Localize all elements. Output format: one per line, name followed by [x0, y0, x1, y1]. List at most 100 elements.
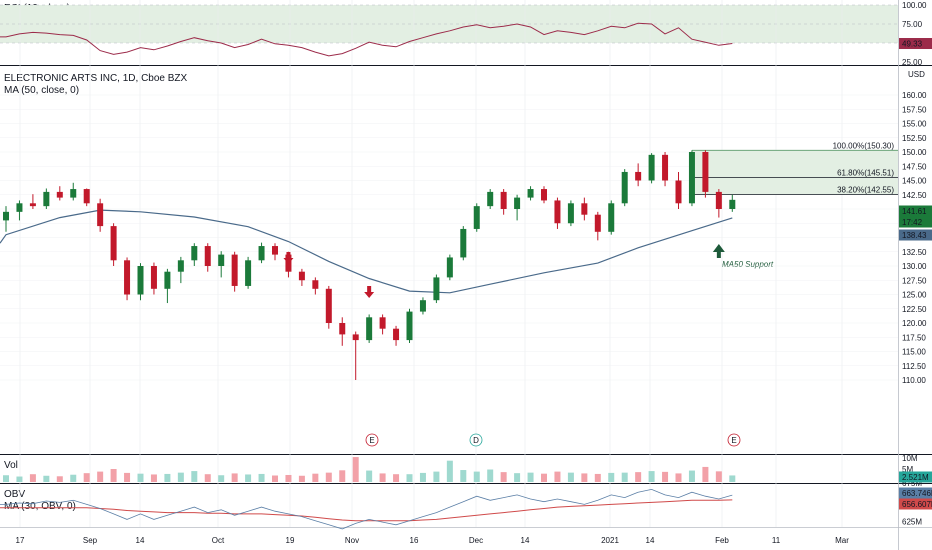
candle-body [124, 260, 131, 295]
candle-body [500, 191, 507, 209]
candle-body [110, 226, 117, 261]
candle-body [688, 152, 695, 204]
candle-body [675, 180, 682, 204]
ma-value-tag-bg [899, 229, 932, 241]
volume-bar [581, 473, 588, 482]
price-tick-label: 117.50 [902, 333, 926, 342]
obv-ma-value-tag-bg [899, 498, 932, 510]
candle-body [379, 317, 386, 329]
volume-bar [164, 473, 171, 482]
rsi-value-tag: 49.33 [902, 40, 923, 49]
rsi-line [0, 22, 733, 57]
candle-body [70, 189, 77, 198]
candle-body [702, 152, 709, 192]
price-tick-label: 132.50 [902, 248, 927, 257]
volume-bar [204, 474, 211, 482]
candle-body [621, 171, 628, 204]
price-tick-label: 122.50 [902, 305, 927, 314]
ma-value-tag: 138.43 [902, 231, 927, 240]
price-tick-label: 145.00 [902, 177, 927, 186]
volume-bar [541, 473, 547, 482]
volume-bar [56, 476, 63, 482]
candle-body [527, 189, 534, 198]
volume-bar [29, 474, 36, 482]
volume-bar [191, 471, 198, 482]
event-marker-icon [727, 433, 741, 447]
volume-bar [352, 457, 359, 482]
candle-body [406, 311, 413, 341]
candle-body [245, 260, 252, 286]
volume-tick-label: 5M [902, 465, 913, 474]
volume-bar [258, 473, 265, 482]
volume-bar [218, 475, 225, 482]
x-axis-tick-label: Feb [715, 536, 729, 545]
candle-body [83, 189, 90, 204]
price-tick-label: 127.50 [902, 276, 927, 285]
obv-value-tag-bg [899, 487, 932, 499]
fib-zone [691, 150, 898, 195]
volume-bar [16, 476, 23, 482]
obv-tick-label: 675M [902, 479, 922, 488]
volume-bar [245, 474, 252, 482]
candle-body [393, 328, 400, 341]
candle-body [298, 271, 305, 281]
obv-ma-label: MA (30, OBV, 0) [4, 501, 76, 512]
volume-bar [688, 470, 695, 482]
price-tick-label: 125.00 [902, 291, 927, 300]
volume-bar [594, 473, 601, 482]
volume-bar [3, 475, 9, 482]
price-tick-label: 110.00 [902, 376, 926, 385]
sell-signal-arrow-icon [364, 286, 375, 298]
candle-body [715, 191, 722, 209]
volume-bar [379, 473, 386, 482]
fib-level-label: 61.80%(145.51) [837, 169, 894, 178]
volume-bar [702, 466, 709, 482]
volume-bar [675, 473, 682, 482]
price-tick-label: 155.00 [902, 120, 927, 129]
candle-body [97, 203, 104, 227]
price-tick-label: 130.00 [902, 262, 927, 271]
x-axis-tick-label: 2021 [601, 536, 619, 545]
candle-body [352, 334, 359, 341]
fib-level-label: 38.20%(142.55) [837, 185, 894, 194]
candle-body [3, 211, 9, 221]
volume-bar [366, 470, 373, 482]
event-marker-letter: E [369, 436, 374, 445]
obv-tick-label: 625M [902, 517, 922, 526]
obv-value-tag: 663.746M [902, 489, 932, 498]
candle-body [164, 271, 171, 289]
price-tick-label: 160.00 [902, 91, 927, 100]
candle-body [608, 203, 615, 232]
price-tick-label: 150.00 [902, 148, 927, 157]
candle-body [567, 203, 574, 224]
event-marker-letter: D [473, 436, 479, 445]
volume-label: Vol [4, 460, 18, 471]
x-axis-tick-label: Sep [83, 536, 98, 545]
x-axis-tick-label: 19 [286, 536, 295, 545]
candle-body [191, 246, 198, 261]
price-tick-label: 115.00 [902, 348, 926, 357]
volume-value-tag-bg [899, 471, 932, 483]
volume-bar [177, 472, 184, 482]
candle-body [56, 191, 63, 198]
candle-body [43, 191, 50, 207]
candle-body [594, 214, 601, 232]
rsi-tick-label: 100.00 [902, 1, 927, 10]
volume-bar [460, 470, 467, 482]
ma50-support-annotation: MA50 Support [722, 260, 774, 269]
candle-body [218, 254, 225, 266]
candle-body [16, 203, 23, 212]
volume-bar [500, 472, 507, 482]
x-axis-tick-label: Mar [835, 536, 849, 545]
volume-tick-label: 10M [902, 454, 918, 463]
candle-body [177, 260, 184, 272]
volume-bar [446, 460, 453, 482]
candle-body [662, 154, 669, 181]
volume-bar [514, 473, 521, 482]
rsi-band [0, 5, 898, 43]
last-price-tag: 141.61 [902, 207, 927, 216]
candle-body [325, 288, 332, 323]
candle-body [339, 323, 346, 335]
last-price-tag-bg [899, 205, 932, 217]
